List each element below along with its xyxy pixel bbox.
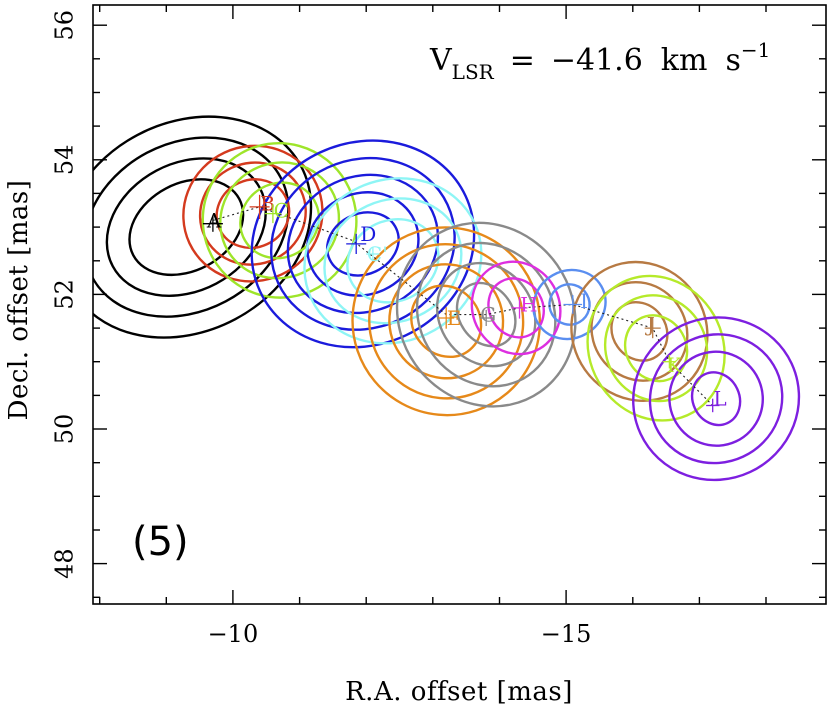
vlsr-unit-s: s <box>725 43 740 78</box>
contour-l-1 <box>690 371 742 427</box>
contour-c-2 <box>219 161 341 280</box>
spot-label-c-prime: C' <box>367 242 388 266</box>
spot-path-line <box>212 206 714 406</box>
spot-label-g: G <box>480 303 496 327</box>
contour-k-2 <box>603 294 709 403</box>
contour-k-3 <box>586 274 726 422</box>
plot-frame <box>92 4 827 605</box>
contour-g-1 <box>455 281 517 348</box>
x-axis-title: R.A. offset [mas] <box>345 677 573 707</box>
contour-b-3 <box>182 144 324 283</box>
contour-g-3 <box>415 241 557 388</box>
contour-g-4 <box>395 221 577 408</box>
contour-i-1 <box>548 283 591 326</box>
contour-layer <box>93 115 801 482</box>
y-tick-label: 54 <box>51 145 79 176</box>
spot-label-i: I <box>580 289 588 313</box>
contour-c-1 <box>239 181 321 260</box>
velocity-annotation: VLSR = −41.6 km s−1 <box>429 38 770 84</box>
contour-l-4 <box>632 316 801 482</box>
contour-i-2 <box>532 268 607 341</box>
contour-j-3 <box>570 260 709 402</box>
contour-l-3 <box>648 333 784 465</box>
spot-label-h: H <box>520 293 537 317</box>
spot-label-j: J <box>645 313 655 337</box>
spot-label-b: B <box>260 192 275 216</box>
vlsr-prefix: V <box>429 43 453 78</box>
axes-layer: −10 −15 48 50 52 54 56 <box>51 5 826 648</box>
vlsr-value: −41.6 <box>551 43 643 78</box>
x-tick-label: −15 <box>541 620 592 648</box>
spot-label-a: A <box>206 208 222 232</box>
spot-label-e: E <box>447 306 462 330</box>
vlsr-equals: = <box>510 43 535 78</box>
spot-label-k: K <box>667 353 683 377</box>
contour-h-2 <box>470 260 562 356</box>
y-axis-title: Decl. offset [mas] <box>4 180 34 421</box>
contour-c-3 <box>201 141 358 299</box>
contour-e-3 <box>368 243 525 400</box>
y-tick-label: 52 <box>51 279 79 310</box>
contour-d-5 <box>250 139 476 349</box>
y-tick-label: 48 <box>51 548 79 579</box>
y-tick-label: 50 <box>51 414 79 445</box>
vlsr-exponent: −1 <box>741 38 770 62</box>
spot-label-d: D <box>360 222 376 246</box>
vlsr-unit-km: km <box>661 43 708 78</box>
spot-label-c: C <box>274 198 289 222</box>
contour-c-prime-1 <box>346 218 440 304</box>
marker-layer: A BC DC' E G H I JK L <box>202 192 727 413</box>
panel-label: (5) <box>132 519 189 565</box>
contour-a-3 <box>93 136 290 318</box>
contour-g-2 <box>435 261 537 368</box>
y-tick-label: 56 <box>51 10 79 41</box>
contour-l-2 <box>668 350 764 447</box>
contour-h-1 <box>487 277 545 339</box>
vlsr-subscript: LSR <box>452 60 495 84</box>
spot-label-l: L <box>713 387 726 411</box>
x-tick-label: −10 <box>208 620 259 648</box>
